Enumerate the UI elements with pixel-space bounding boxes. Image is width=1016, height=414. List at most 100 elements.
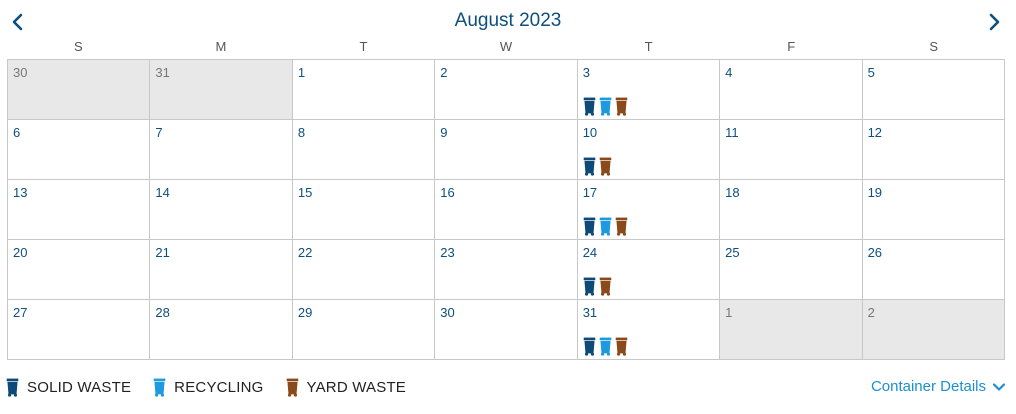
weekday-label: M	[215, 39, 227, 54]
day-number: 3	[582, 65, 590, 80]
calendar-day[interactable]: 7	[150, 120, 293, 180]
calendar-day[interactable]: 3	[577, 60, 721, 120]
calendar-day[interactable]: 14	[150, 180, 293, 240]
calendar-day[interactable]: 1	[292, 60, 436, 120]
calendar-day[interactable]: 4	[720, 60, 863, 120]
legend-item-yard-waste: YARD WASTE	[286, 377, 407, 397]
legend-label: SOLID WASTE	[27, 378, 132, 396]
yard-waste-bin-icon	[615, 336, 628, 356]
calendar-day[interactable]: 24	[577, 240, 721, 300]
recycling-bin-icon	[599, 336, 612, 356]
calendar-day[interactable]: 13	[8, 180, 151, 240]
recycling-bin-icon	[153, 377, 174, 397]
collection-bins	[583, 156, 612, 176]
calendar-day-other-month[interactable]: 30	[8, 60, 151, 120]
calendar-day[interactable]: 20	[8, 240, 151, 300]
container-details-label: Container Details	[870, 378, 986, 395]
yard-waste-bin-icon	[599, 156, 612, 176]
day-number: 27	[13, 305, 28, 320]
calendar-day[interactable]: 23	[435, 240, 578, 300]
yard-waste-bin-icon	[615, 216, 628, 236]
calendar-day[interactable]: 19	[862, 180, 1005, 240]
day-number: 1	[725, 305, 733, 320]
legend-item-recycling: RECYCLING	[153, 377, 263, 397]
month-title: August 2023	[454, 10, 562, 31]
day-number: 11	[725, 125, 739, 140]
collection-bins	[583, 96, 628, 116]
day-number: 7	[155, 125, 163, 140]
calendar-day[interactable]: 16	[435, 180, 578, 240]
solid-waste-bin-icon	[583, 96, 596, 116]
calendar-day[interactable]: 5	[862, 60, 1005, 120]
calendar-day[interactable]: 11	[720, 120, 863, 180]
calendar-day[interactable]: 27	[8, 300, 151, 360]
day-number: 31	[582, 305, 598, 320]
chevron-left-icon	[12, 13, 23, 31]
calendar-day[interactable]: 10	[577, 120, 721, 180]
calendar-day-other-month[interactable]: 31	[150, 60, 293, 120]
calendar-day[interactable]: 18	[720, 180, 863, 240]
day-number: 31	[155, 65, 170, 80]
calendar-day-other-month[interactable]: 1	[720, 300, 863, 360]
legend-label: YARD WASTE	[306, 378, 407, 396]
day-number: 30	[13, 65, 28, 80]
next-month-button[interactable]	[982, 10, 1006, 34]
container-details-toggle[interactable]: Container Details	[871, 378, 1006, 395]
day-number: 22	[297, 245, 313, 260]
chevron-down-icon	[992, 382, 1006, 391]
solid-waste-bin-icon	[583, 336, 596, 356]
day-number: 4	[725, 65, 733, 80]
day-number: 1	[297, 65, 306, 80]
calendar-day[interactable]: 31	[577, 300, 721, 360]
calendar-day[interactable]: 25	[720, 240, 863, 300]
day-number: 25	[725, 245, 740, 260]
solid-waste-bin-icon	[583, 276, 596, 296]
calendar-day[interactable]: 17	[577, 180, 721, 240]
day-number: 16	[440, 185, 455, 200]
solid-waste-bin-icon	[583, 216, 596, 236]
calendar-day-other-month[interactable]: 2	[862, 300, 1005, 360]
day-number: 5	[867, 65, 875, 80]
recycling-bin-icon	[599, 216, 612, 236]
solid-waste-bin-icon	[6, 377, 27, 397]
day-number: 12	[867, 125, 883, 140]
weekday-label: S	[73, 39, 83, 54]
day-number: 28	[155, 305, 170, 320]
day-number: 19	[867, 185, 883, 200]
day-number: 2	[867, 305, 875, 320]
solid-waste-bin-icon	[583, 156, 596, 176]
weekday-label: F	[787, 39, 796, 54]
day-number: 6	[13, 125, 21, 140]
recycling-bin-icon	[599, 96, 612, 116]
calendar-day[interactable]: 30	[435, 300, 578, 360]
calendar-day[interactable]: 22	[292, 240, 436, 300]
calendar-day[interactable]: 8	[292, 120, 436, 180]
calendar-day[interactable]: 15	[292, 180, 436, 240]
legend: SOLID WASTE RECYCLING YARD WASTE	[6, 376, 428, 398]
calendar-day[interactable]: 12	[862, 120, 1005, 180]
day-number: 18	[725, 185, 740, 200]
collection-bins	[583, 336, 628, 356]
calendar-day[interactable]: 2	[435, 60, 578, 120]
day-number: 23	[440, 245, 455, 260]
legend-label: RECYCLING	[174, 378, 264, 396]
day-number: 10	[582, 125, 598, 140]
collection-bins	[583, 276, 612, 296]
calendar-day[interactable]: 29	[292, 300, 436, 360]
day-number: 2	[440, 65, 448, 80]
day-number: 26	[867, 245, 883, 260]
day-number: 20	[13, 245, 28, 260]
chevron-right-icon	[989, 13, 1000, 31]
legend-item-solid-waste: SOLID WASTE	[6, 377, 131, 397]
weekday-label: T	[359, 39, 368, 54]
day-number: 9	[440, 125, 448, 140]
day-number: 14	[155, 185, 170, 200]
day-number: 21	[155, 245, 170, 260]
calendar-day[interactable]: 6	[8, 120, 151, 180]
calendar-day[interactable]: 26	[862, 240, 1005, 300]
calendar-day[interactable]: 28	[150, 300, 293, 360]
previous-month-button[interactable]	[6, 10, 30, 34]
calendar-day[interactable]: 9	[435, 120, 578, 180]
day-number: 29	[297, 305, 313, 320]
calendar-day[interactable]: 21	[150, 240, 293, 300]
